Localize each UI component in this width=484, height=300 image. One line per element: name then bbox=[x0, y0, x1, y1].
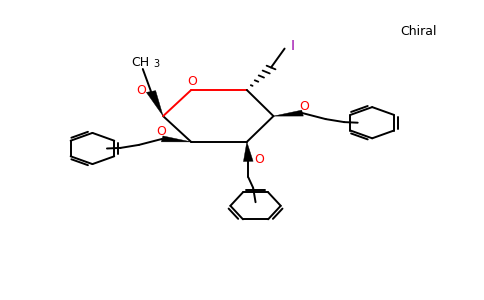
Text: O: O bbox=[156, 125, 166, 139]
Text: CH: CH bbox=[131, 56, 150, 69]
Polygon shape bbox=[273, 110, 303, 116]
Text: O: O bbox=[299, 100, 309, 113]
Polygon shape bbox=[146, 91, 163, 116]
Text: O: O bbox=[255, 153, 264, 167]
Text: 3: 3 bbox=[153, 59, 159, 69]
Polygon shape bbox=[243, 142, 253, 161]
Text: Chiral: Chiral bbox=[400, 25, 437, 38]
Text: O: O bbox=[188, 75, 197, 88]
Text: O: O bbox=[136, 84, 146, 97]
Text: I: I bbox=[291, 39, 295, 52]
Polygon shape bbox=[161, 136, 191, 142]
